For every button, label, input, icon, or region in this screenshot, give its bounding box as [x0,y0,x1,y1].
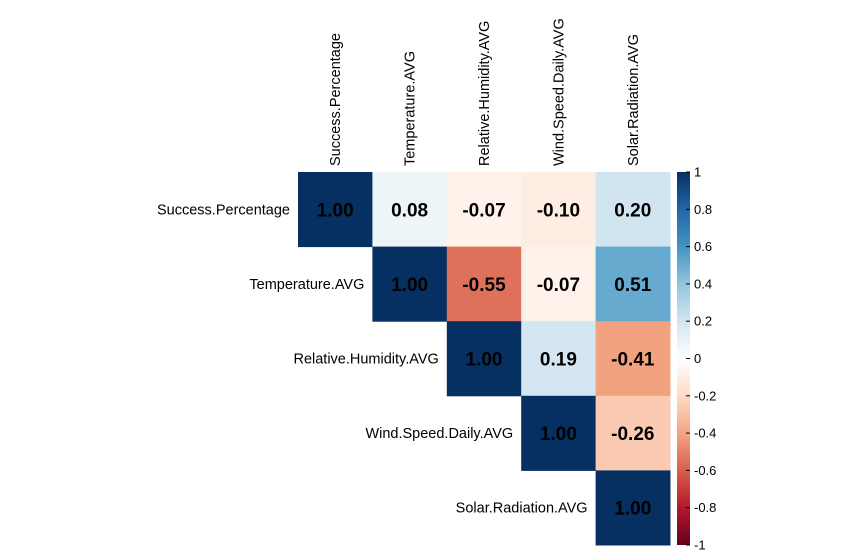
colorbar-tick-label: 0.8 [694,202,712,217]
heatmap-cell-0-2 [446,172,522,248]
cell-value-label: -0.26 [611,424,654,445]
row-label: Relative.Humidity.AVG [293,352,438,368]
heatmap-cell-0-1 [372,172,448,248]
cell-value-label: -0.07 [537,275,580,296]
heatmap-cell-0-3 [521,172,597,248]
heatmap-cell-4-4 [595,470,671,546]
cell-value-label: 0.19 [540,350,577,371]
colorbar: 1 0.8 0.6 0.4 0.2 0 -0.2 -0.4 -0.6 -0.8 -1 [677,165,716,553]
heatmap-cell-0-0 [298,172,373,248]
column-label: Success.Percentage [328,33,344,166]
colorbar-tick-label: 0.6 [694,239,712,254]
heatmap-cells: 1.00 0.08 -0.07 -0.10 0.20 1.00 -0.55 -0.07 0.51… [298,172,671,546]
cell-value-label: 1.00 [540,424,577,445]
colorbar-tick-label: -0.8 [694,500,716,515]
heatmap-cell-2-2 [446,321,522,397]
cell-value-label: -0.10 [537,200,580,221]
heatmap-cell-1-4 [595,246,671,322]
colorbar-tick-label: -1 [694,538,706,553]
cell-value-label: 1.00 [317,200,354,221]
heatmap-cell-0-4 [595,172,671,248]
colorbar-tick-label: 0.2 [694,314,712,329]
heatmap-cell-2-4 [595,321,671,397]
heatmap-cell-1-3 [521,246,597,322]
cell-value-label: -0.07 [462,200,505,221]
cell-value-label: 1.00 [391,275,428,296]
column-labels: Success.Percentage Temperature.AVG Relativ… [328,18,642,166]
colorbar-tick-label: -0.4 [694,426,716,441]
colorbar-tick-label: 0.4 [694,276,712,291]
column-label: Relative.Humidity.AVG [477,21,493,166]
colorbar-tick-label: 1 [694,165,701,180]
heatmap-cell-1-1 [372,246,448,322]
cell-value-label: -0.55 [462,275,506,296]
cell-value-label: 0.08 [391,200,428,221]
row-label: Wind.Speed.Daily.AVG [365,426,513,442]
heatmap-cell-3-4 [595,395,671,471]
row-label: Solar.Radiation.AVG [456,501,588,517]
column-label: Solar.Radiation.AVG [626,34,642,166]
row-label: Temperature.AVG [249,277,364,293]
heatmap-cell-1-2 [446,246,522,322]
row-label: Success.Percentage [157,202,290,218]
heatmap-cell-2-3 [521,321,597,397]
cell-value-label: 0.20 [614,200,651,221]
row-labels: Success.Percentage Temperature.AVG Relativ… [157,202,588,516]
colorbar-tick-label: -0.2 [694,388,716,403]
heatmap-cell-3-3 [521,395,597,471]
cell-value-label: 1.00 [614,499,651,520]
cell-value-label: -0.41 [611,350,655,371]
colorbar-tick-label: 0 [694,351,701,366]
cell-value-label: 1.00 [466,350,503,371]
cell-value-label: 0.51 [614,275,651,296]
colorbar-gradient [677,172,690,545]
column-label: Wind.Speed.Daily.AVG [551,18,567,166]
column-label: Temperature.AVG [403,51,419,166]
colorbar-tick-label: -0.6 [694,463,716,478]
